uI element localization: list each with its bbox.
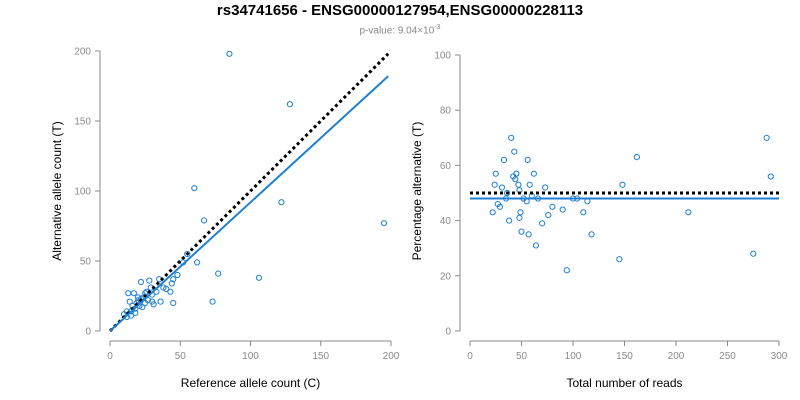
- left-data-point: [168, 280, 175, 287]
- right-data-point: [492, 170, 499, 177]
- right-data-point: [539, 220, 546, 227]
- right-data-point: [619, 181, 626, 188]
- left-data-point: [380, 220, 388, 227]
- right-data-point: [513, 170, 520, 177]
- left-x-tick-label: 0: [107, 351, 113, 362]
- left-data-point: [139, 304, 146, 311]
- right-x-tick-label: 0: [467, 351, 473, 362]
- right-data-point: [563, 267, 570, 274]
- right-y-tick-label: 40: [440, 216, 452, 227]
- right-data-point: [580, 209, 587, 216]
- left-x-tick-label: 200: [383, 351, 400, 362]
- right-data-point: [685, 209, 692, 216]
- left-data-point: [137, 278, 145, 286]
- right-data-point: [516, 214, 523, 221]
- right-x-tick-label: 250: [719, 351, 736, 362]
- left-y-tick-label: 100: [74, 187, 91, 198]
- right-y-tick-label: 0: [445, 327, 451, 338]
- left-data-point: [123, 308, 130, 315]
- left-data-point: [132, 309, 139, 316]
- right-y-axis-label: Percentage alternative (T): [410, 122, 424, 261]
- right-x-tick-label: 50: [516, 351, 528, 362]
- right-x-tick-label: 200: [668, 351, 685, 362]
- chart-title: rs34741656 - ENSG00000127954,ENSG0000022…: [216, 2, 584, 19]
- right-data-point: [616, 256, 623, 263]
- right-data-point: [767, 173, 774, 180]
- left-data-point: [191, 185, 198, 192]
- left-data-point: [255, 274, 263, 281]
- right-x-tick-label: 100: [565, 351, 582, 362]
- left-data-point: [174, 271, 181, 279]
- right-data-point: [633, 154, 640, 161]
- left-data-point: [194, 259, 201, 266]
- right-data-point: [545, 211, 552, 219]
- left-x-tick-label: 50: [175, 351, 187, 362]
- left-fit-line: [109, 75, 389, 332]
- right-y-tick-label: 60: [440, 161, 452, 172]
- left-data-point: [157, 298, 164, 305]
- right-data-point: [750, 250, 757, 257]
- right-data-point: [503, 189, 511, 197]
- left-data-point: [209, 298, 216, 305]
- right-data-point: [515, 181, 522, 188]
- right-data-point: [526, 181, 533, 188]
- left-data-point: [163, 285, 170, 293]
- left-data-point: [170, 276, 177, 283]
- chart-subtitle: p-value: 9.04×10-3: [0, 24, 800, 36]
- left-data-point: [150, 301, 157, 308]
- left-data-point: [226, 50, 233, 57]
- left-y-tick-label: 0: [85, 327, 91, 338]
- right-data-point: [542, 184, 549, 191]
- left-y-axis-label: Alternative allele count (T): [50, 121, 64, 260]
- right-x-axis-label: Total number of reads: [566, 376, 682, 390]
- left-data-point: [184, 250, 191, 258]
- left-data-point: [126, 298, 133, 305]
- left-y-tick-label: 150: [74, 117, 91, 128]
- right-data-point: [763, 134, 770, 141]
- right-data-point: [500, 156, 508, 163]
- left-y-tick-label: 50: [80, 257, 92, 268]
- right-data-point: [525, 231, 532, 238]
- left-data-point: [146, 277, 153, 284]
- right-data-point: [491, 181, 498, 188]
- right-y-tick-label: 20: [440, 271, 452, 282]
- right-data-point: [532, 242, 540, 249]
- right-x-tick-label: 150: [616, 351, 633, 362]
- right-y-tick-label: 100: [434, 51, 451, 62]
- left-y-tick-label: 200: [74, 47, 91, 58]
- p-value-exponent: -3: [434, 24, 441, 31]
- left-data-point: [125, 290, 132, 297]
- right-data-point: [518, 228, 525, 235]
- right-data-point: [530, 170, 537, 177]
- right-data-point: [498, 184, 506, 191]
- left-data-point: [201, 217, 208, 224]
- right-data-point: [517, 209, 524, 216]
- left-x-axis-label: Reference allele count (C): [181, 376, 320, 390]
- left-data-point: [278, 199, 285, 206]
- left-data-point: [170, 299, 177, 307]
- right-y-tick-label: 80: [440, 106, 452, 117]
- right-data-point: [506, 217, 513, 224]
- left-data-point: [167, 288, 174, 295]
- right-data-point: [588, 231, 595, 238]
- right-data-point: [489, 209, 496, 216]
- right-data-point: [549, 203, 556, 210]
- right-data-point: [559, 206, 566, 213]
- right-data-point: [496, 203, 503, 210]
- left-data-point: [215, 270, 222, 277]
- right-data-point: [511, 148, 518, 155]
- left-x-tick-label: 150: [312, 351, 329, 362]
- left-x-tick-label: 100: [242, 351, 259, 362]
- left-data-point: [286, 101, 293, 108]
- left-expected-line: [108, 52, 390, 333]
- p-value-text: p-value: 9.04×10: [359, 25, 435, 37]
- right-data-point: [524, 156, 531, 163]
- right-x-tick-label: 300: [771, 351, 788, 362]
- right-data-point: [508, 134, 515, 141]
- left-data-point: [130, 290, 137, 297]
